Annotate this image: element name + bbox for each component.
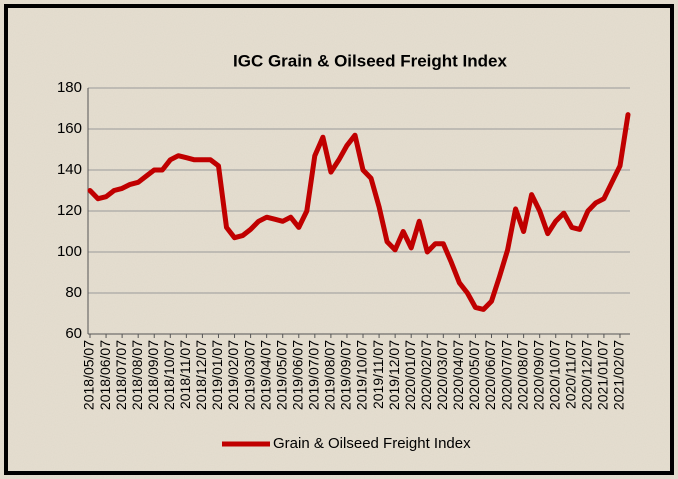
x-tick-label: 2018/08/07 — [129, 340, 145, 410]
y-tick-label: 80 — [65, 284, 82, 301]
x-tick-label: 2019/02/07 — [225, 340, 241, 410]
x-tick-label: 2019/04/07 — [257, 340, 273, 410]
x-tick-label: 2019/07/07 — [306, 340, 322, 410]
x-tick-label: 2018/07/07 — [113, 340, 129, 410]
chart-title: IGC Grain & Oilseed Freight Index — [233, 51, 507, 70]
x-tick-label: 2018/10/07 — [161, 340, 177, 410]
x-tick-label: 2018/06/07 — [97, 340, 113, 410]
x-tick-label: 2019/10/07 — [354, 340, 370, 410]
y-tick-label: 180 — [57, 79, 82, 96]
x-tick-label: 2020/03/07 — [434, 340, 450, 410]
x-tick-label: 2019/01/07 — [209, 340, 225, 410]
y-tick-label: 160 — [57, 120, 82, 137]
legend-label: Grain & Oilseed Freight Index — [273, 435, 471, 452]
x-tick-label: 2018/12/07 — [193, 340, 209, 410]
x-tick-label: 2020/12/07 — [579, 340, 595, 410]
frame — [4, 4, 674, 475]
x-tick-label: 2019/06/07 — [289, 340, 305, 410]
x-tick-label: 2019/03/07 — [241, 340, 257, 410]
x-tick-label: 2020/09/07 — [530, 340, 546, 410]
x-tick-label: 2020/05/07 — [466, 340, 482, 410]
data-line — [87, 112, 631, 312]
x-tick-label: 2020/06/07 — [482, 340, 498, 410]
x-tick-label: 2020/01/07 — [402, 340, 418, 410]
x-tick-label: 2020/07/07 — [498, 340, 514, 410]
x-tick-label: 2019/09/07 — [338, 340, 354, 410]
x-tick-label: 2019/11/07 — [370, 340, 386, 409]
x-tick-label: 2021/02/07 — [611, 340, 627, 410]
y-tick-label: 120 — [57, 202, 82, 219]
x-tick-label: 2020/10/07 — [546, 340, 562, 410]
x-tick-label: 2020/04/07 — [450, 340, 466, 410]
y-tick-label: 140 — [57, 161, 82, 178]
x-tick-label: 2020/08/07 — [514, 340, 530, 410]
x-tick-label: 2020/11/07 — [562, 340, 578, 409]
x-tick-label: 2018/09/07 — [145, 340, 161, 410]
y-tick-label: 100 — [57, 243, 82, 260]
x-tick-label: 2018/05/07 — [81, 340, 97, 410]
x-tick-label: 2019/12/07 — [386, 340, 402, 410]
y-tick-label: 60 — [65, 325, 82, 342]
x-tick-label: 2019/08/07 — [322, 340, 338, 410]
x-tick-label: 2018/11/07 — [177, 340, 193, 409]
x-tick-label: 2019/05/07 — [273, 340, 289, 410]
x-tick-label: 2020/02/07 — [418, 340, 434, 410]
x-tick-label: 2021/01/07 — [595, 340, 611, 410]
